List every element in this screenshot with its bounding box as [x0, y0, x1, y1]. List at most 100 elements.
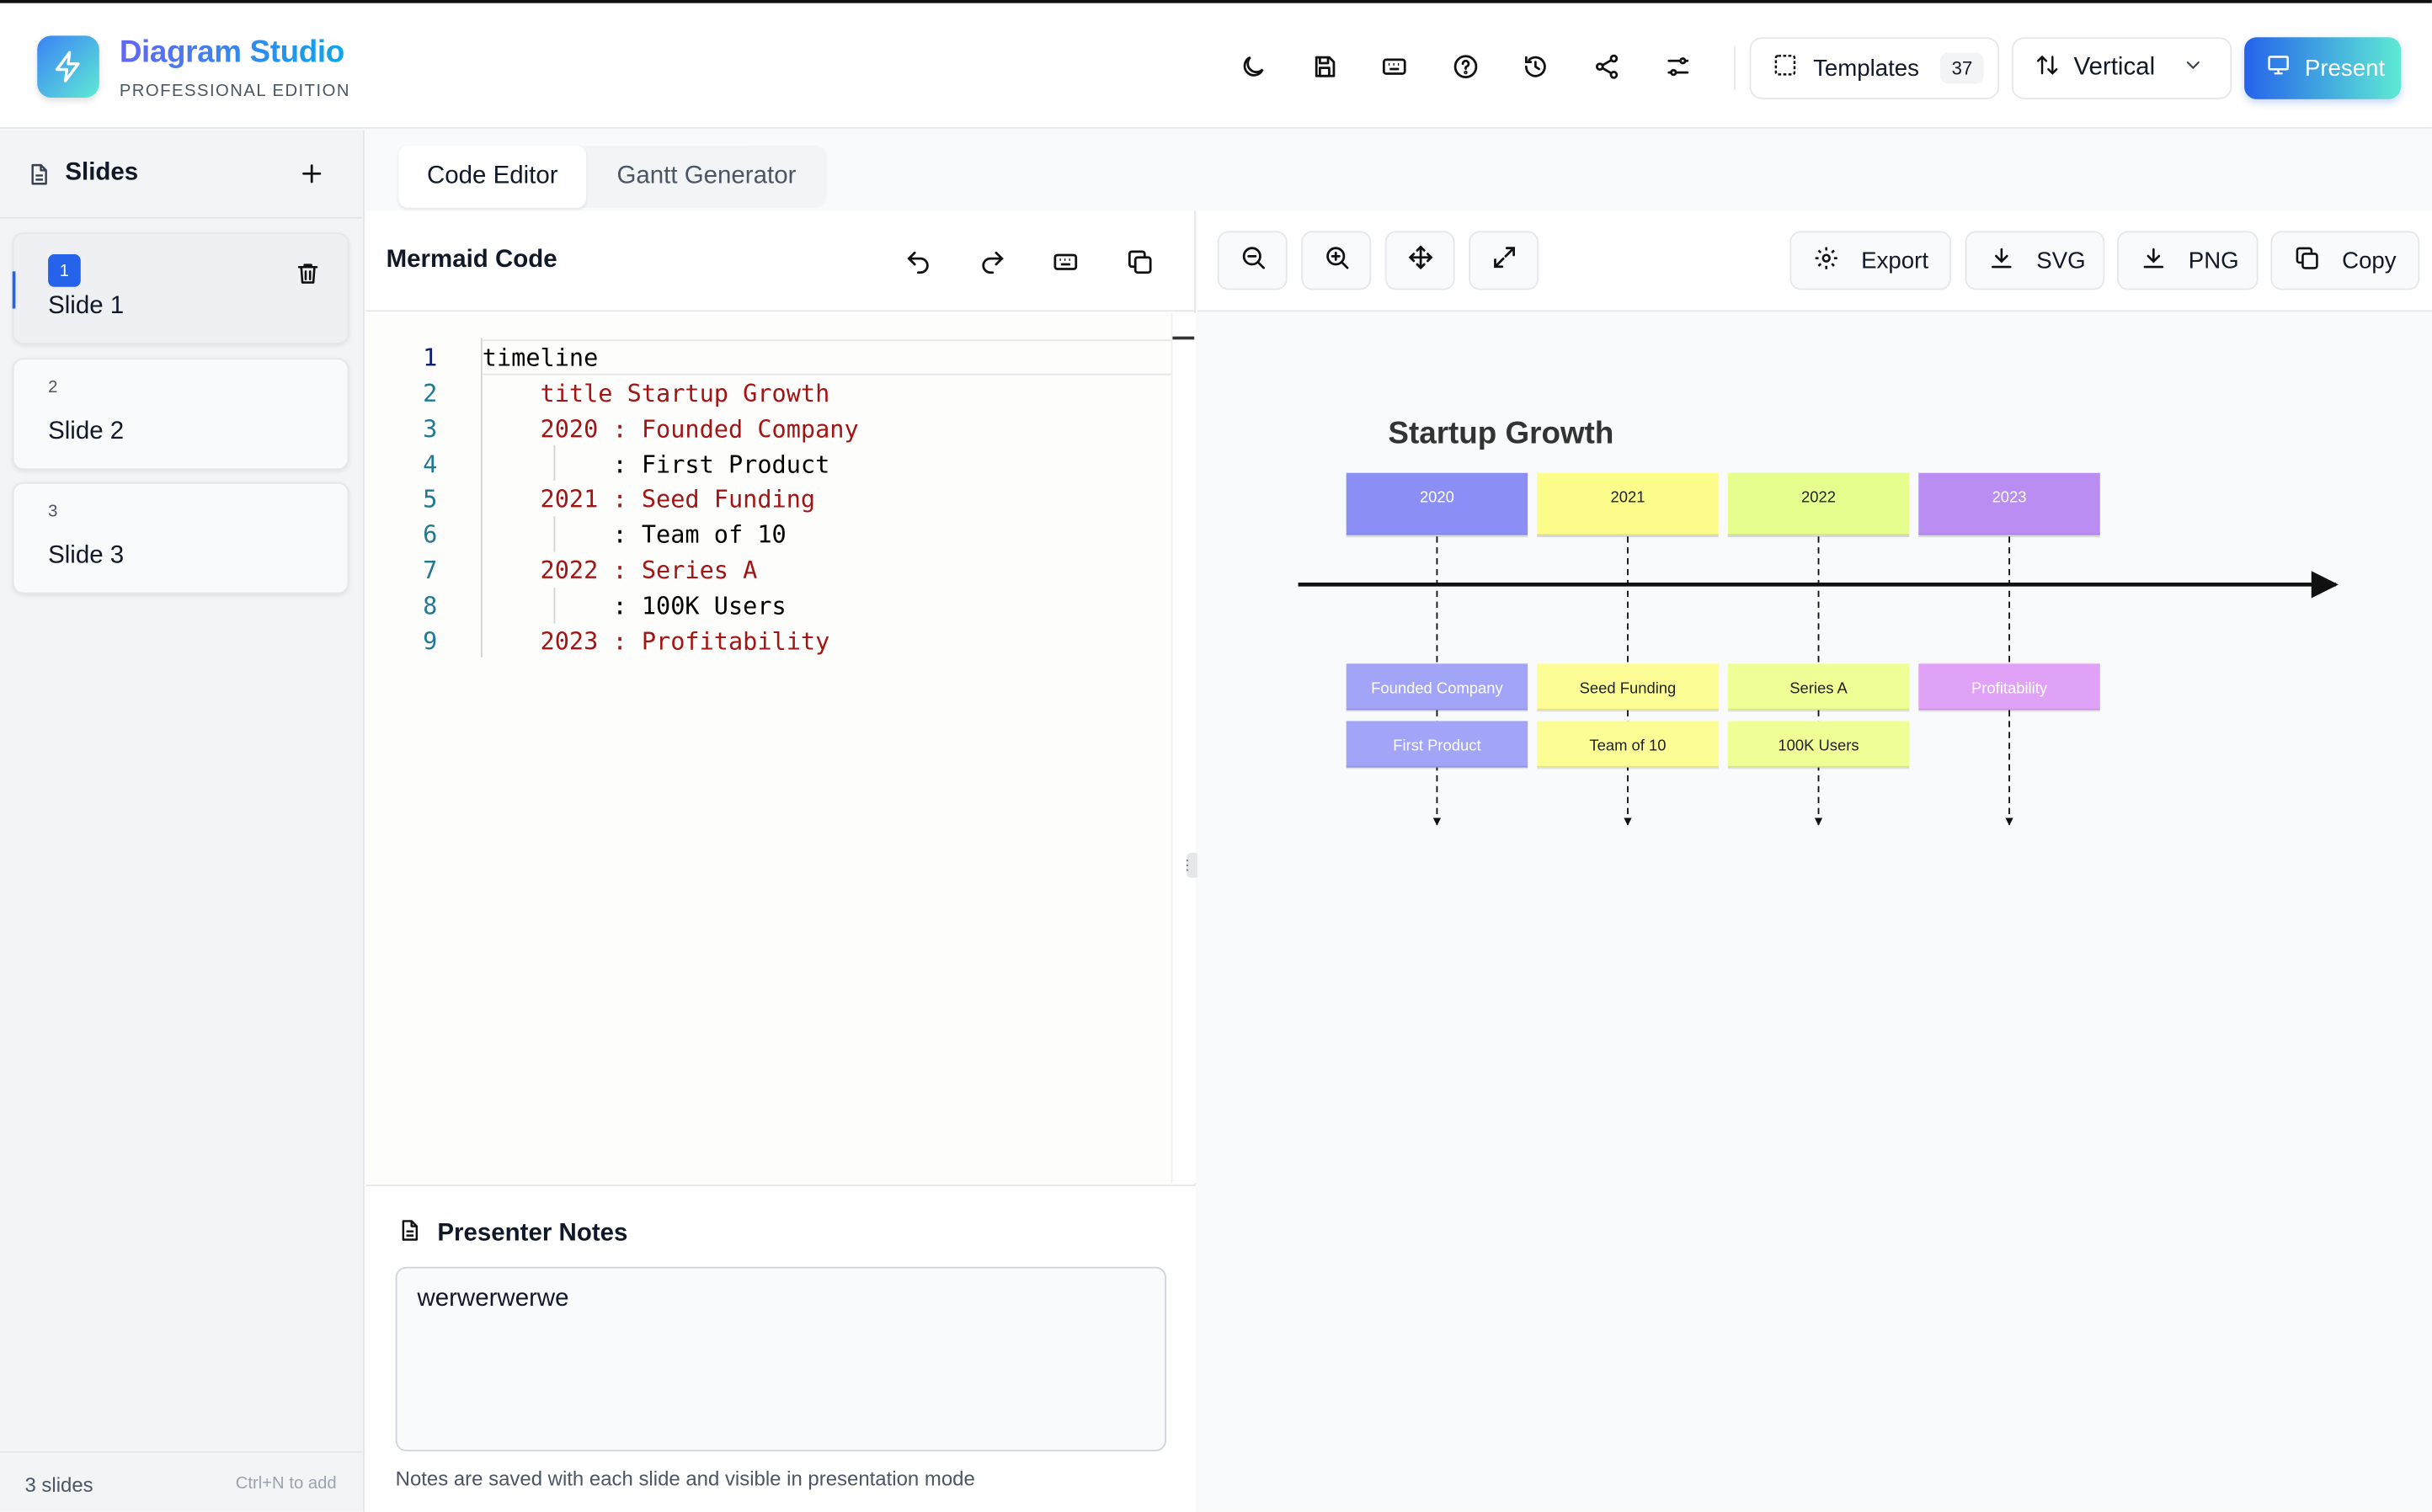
presenter-notes-textarea[interactable]: werwerwerwe [395, 1266, 1167, 1451]
zoom-out-button[interactable] [1217, 231, 1288, 290]
code-line: : First Product [482, 450, 830, 480]
copy-icon [2294, 244, 2320, 277]
keyboard-icon[interactable] [1048, 245, 1083, 280]
templates-label: Templates [1813, 55, 1919, 82]
orientation-label: Vertical [2073, 54, 2156, 81]
add-shortcut-hint: Ctrl+N to add [235, 1474, 337, 1493]
pan-button[interactable] [1384, 231, 1455, 290]
chevron-down-icon [2183, 54, 2205, 83]
present-button[interactable]: Present [2244, 37, 2402, 99]
share-icon[interactable] [1590, 50, 1624, 84]
slide-item-2[interactable]: 2 Slide 2 [12, 358, 349, 471]
orientation-dropdown[interactable]: Vertical [2011, 37, 2232, 99]
slides-sidebar: Slides 1 Slide 1 2 Slide 2 3 Slide 3 3 s… [0, 130, 365, 1512]
diagram-canvas[interactable]: Startup Growth 2020 Founded Company First … [1197, 313, 2432, 1512]
period-box [1918, 472, 2100, 535]
templates-button[interactable]: Templates 37 [1749, 37, 2000, 99]
event-label: Seed Funding [1580, 679, 1677, 696]
event-label: Team of 10 [1589, 736, 1666, 753]
copy-icon[interactable] [1123, 245, 1157, 280]
download-png-button[interactable]: PNG [2117, 231, 2259, 290]
svg-label: SVG [2036, 247, 2086, 274]
slide-number: 2 [48, 378, 58, 397]
history-icon[interactable] [1518, 50, 1553, 84]
download-svg-button[interactable]: SVG [1965, 231, 2105, 290]
code-line: 2020 : Founded Company [482, 415, 859, 444]
move-icon [1406, 242, 1434, 278]
period-box [1537, 472, 1719, 535]
slides-header: Slides [0, 130, 365, 219]
tab-code-editor[interactable]: Code Editor [398, 146, 587, 208]
expand-icon [1490, 242, 1517, 278]
keyboard-icon[interactable] [1378, 50, 1412, 84]
line-number: 1 [423, 343, 438, 373]
code-editor[interactable]: 1 2 3 4 5 6 7 8 9 timeline title Startup… [365, 313, 1195, 1184]
line-number: 7 [423, 556, 438, 585]
moon-icon[interactable] [1236, 50, 1271, 84]
export-button[interactable]: Export [1789, 231, 1951, 290]
editor-scrollbar[interactable] [1171, 313, 1197, 1184]
document-icon [26, 162, 51, 196]
undo-icon[interactable] [901, 245, 936, 280]
line-number: 2 [423, 380, 438, 408]
download-icon [2141, 244, 2167, 277]
editor-tabs-bar: Code Editor Gantt Generator [365, 130, 2432, 211]
templates-count-badge: 37 [1940, 52, 1984, 84]
scroll-position-marker [1172, 336, 1195, 340]
app-edition: PROFESSIONAL EDITION [119, 82, 350, 101]
event-label: Profitability [1971, 679, 2048, 696]
zoom-in-button[interactable] [1301, 231, 1372, 290]
fullscreen-button[interactable] [1469, 231, 1539, 290]
toolbar-divider [1734, 46, 1736, 90]
period-label: 2022 [1801, 488, 1836, 506]
png-label: PNG [2188, 247, 2239, 274]
notes-document-icon [397, 1217, 422, 1252]
slide-item-3[interactable]: 3 Slide 3 [12, 482, 349, 594]
top-bar: Diagram Studio PROFESSIONAL EDITION [0, 0, 2432, 129]
copy-button[interactable]: Copy [2270, 231, 2420, 290]
period-box [1727, 472, 1910, 535]
download-icon [1988, 244, 2014, 277]
code-panel-title: Mermaid Code [386, 246, 557, 274]
export-label: Export [1861, 247, 1929, 274]
trash-icon[interactable] [295, 260, 321, 295]
timeline-title: Startup Growth [1388, 416, 1613, 450]
sort-arrows-icon [2035, 52, 2059, 85]
slide-item-1[interactable]: 1 Slide 1 [12, 232, 349, 344]
slide-name: Slide 1 [48, 293, 125, 320]
period-label: 2023 [1992, 488, 2027, 506]
period-label: 2020 [1420, 488, 1454, 506]
event-box [1727, 663, 1910, 711]
code-panel-header: Mermaid Code [365, 210, 1197, 312]
slide-number: 1 [48, 254, 81, 287]
event-label: Founded Company [1371, 679, 1503, 696]
settings-sliders-icon[interactable] [1661, 50, 1696, 84]
code-line: 2023 : Profitability [482, 627, 830, 657]
slide-number: 3 [48, 502, 58, 521]
preview-toolbar: Export SVG PNG Copy [1197, 210, 2432, 312]
lightning-logo-icon [37, 35, 99, 98]
redo-icon[interactable] [975, 245, 1010, 280]
event-box [1537, 663, 1719, 711]
zoom-in-icon [1322, 242, 1350, 278]
editor-tabs: Code Editor Gantt Generator [398, 146, 827, 208]
help-icon[interactable] [1448, 50, 1483, 84]
add-slide-icon[interactable] [298, 160, 326, 195]
current-line-highlight [480, 339, 1195, 375]
code-line: timeline [482, 343, 599, 373]
event-box [1727, 721, 1910, 768]
slide-count: 3 slides [24, 1472, 93, 1497]
present-label: Present [2304, 55, 2386, 82]
period-box [1346, 472, 1528, 535]
tab-gantt-generator[interactable]: Gantt Generator [616, 162, 797, 189]
line-number: 3 [423, 415, 438, 444]
app-title: Diagram Studio [119, 35, 344, 70]
copy-label: Copy [2342, 247, 2397, 274]
indent-guide [553, 516, 556, 552]
line-number: 4 [423, 450, 438, 480]
indent-guide [553, 588, 556, 624]
event-box [1918, 663, 2100, 711]
save-icon[interactable] [1308, 50, 1342, 84]
line-number: 6 [423, 520, 438, 549]
sidebar-footer: 3 slides Ctrl+N to add [0, 1451, 365, 1512]
